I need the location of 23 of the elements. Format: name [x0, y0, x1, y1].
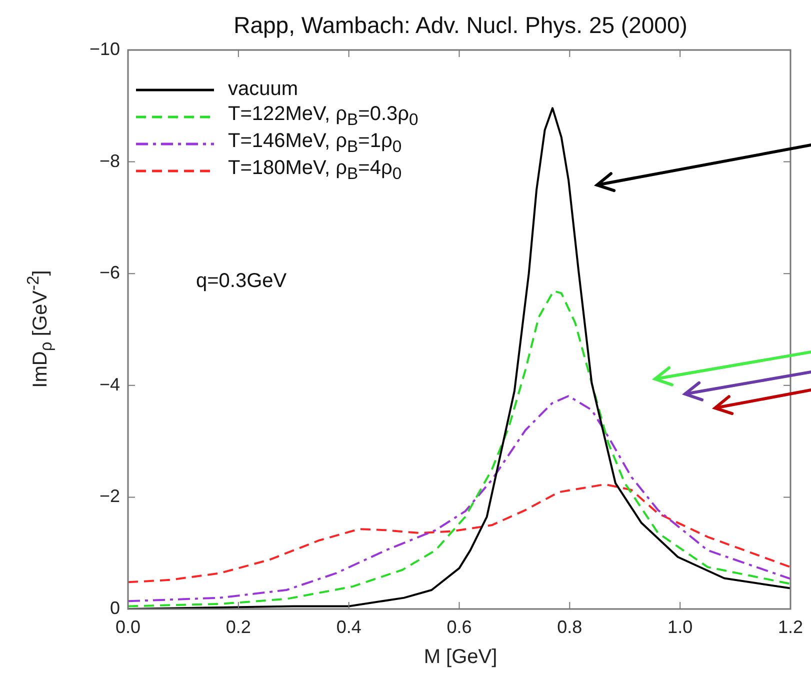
- line-series: [128, 290, 790, 608]
- y-tick-label: −10: [89, 38, 120, 59]
- line-series: [128, 395, 790, 602]
- legend-label: T=180MeV, ρ$_{B}$=4ρ$_{0}$: [228, 157, 402, 184]
- x-tick-label: 0.0: [115, 616, 141, 637]
- legend-label: T=122MeV, ρ$_{B}$=0.3ρ$_{0}$: [228, 103, 418, 130]
- y-tick-label: −2: [99, 486, 120, 506]
- annotation: q=0.3GeV: [196, 270, 287, 293]
- y-tick-label: −8: [99, 150, 120, 171]
- y-tick-label: −6: [99, 262, 120, 283]
- chart-title: Rapp, Wambach: Adv. Nucl. Phys. 25 (2000): [232, 12, 688, 39]
- x-tick-label: 1.0: [668, 616, 693, 637]
- x-tick-label: 0.2: [226, 616, 251, 637]
- x-axis-title: M [GeV]: [422, 646, 498, 669]
- line-series: [128, 483, 790, 584]
- legend-label: vacuum: [228, 78, 298, 101]
- x-tick-label: 0.4: [336, 616, 362, 637]
- x-tick-label: 0.6: [446, 616, 472, 637]
- legend-label: T=146MeV, ρ$_{B}$=1ρ$_{0}$: [228, 130, 402, 157]
- y-tick-label: −4: [99, 374, 120, 394]
- x-tick-label: 0.8: [557, 616, 582, 637]
- y-tick-label: 0: [110, 598, 120, 618]
- x-tick-label: 1.2: [778, 616, 804, 637]
